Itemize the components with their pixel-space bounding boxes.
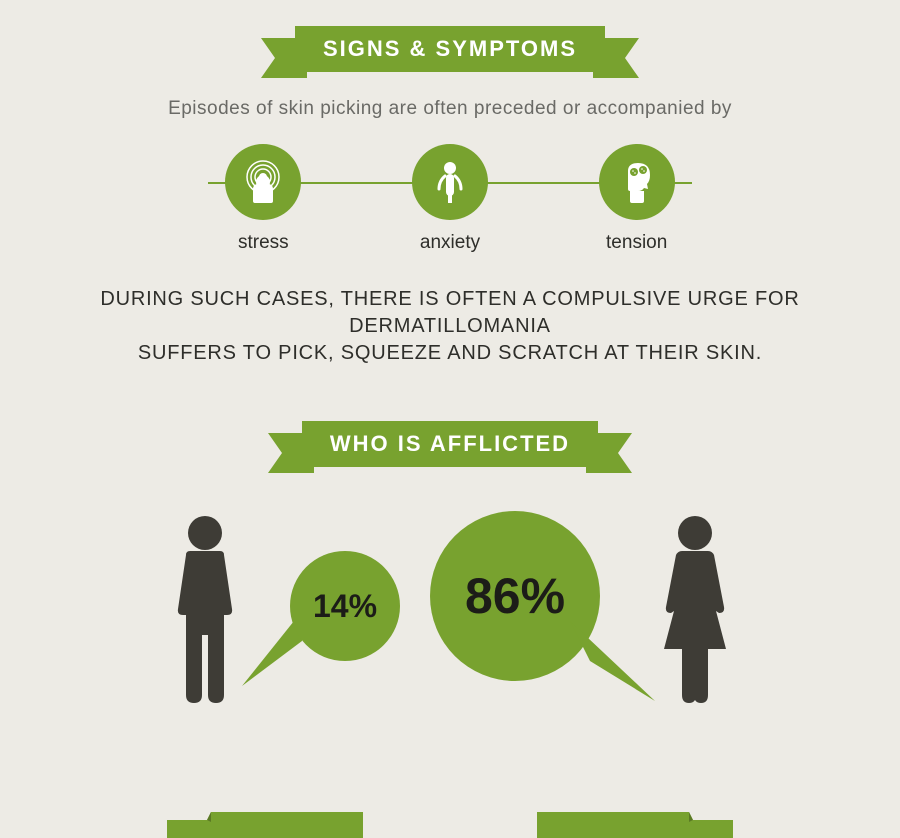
section1-description: During such cases, there is often a comp… [90,286,810,367]
stress-icon [225,144,301,220]
male-stat-bubble: 14% [290,551,400,661]
description-line2: suffers to pick, squeeze and scratch at … [138,342,762,364]
female-percent: 86% [465,567,565,625]
anxiety-icon [412,144,488,220]
afflicted-row: 14% 86% [70,511,830,711]
anxiety-label: anxiety [420,232,480,254]
symptom-stress: stress [170,144,357,254]
symptom-row: stress anxiety tension [170,144,730,254]
tension-label: tension [606,232,667,254]
tension-icon [599,144,675,220]
female-icon [650,511,740,711]
ribbon-title: SIGNS & SYMPTOMS [295,26,605,72]
symptom-anxiety: anxiety [357,144,544,254]
female-group: 86% [430,511,740,711]
ribbon-who-afflicted: WHO IS AFFLICTED [0,415,900,473]
description-line1: During such cases, there is often a comp… [100,288,799,337]
ribbon-signs-symptoms: SIGNS & SYMPTOMS [0,20,900,78]
female-pointer [570,621,660,711]
bottom-ribbons [0,808,900,838]
bottom-ribbon-right [533,808,733,838]
male-percent: 14% [313,588,377,625]
section1-subtitle: Episodes of skin picking are often prece… [0,98,900,120]
symptom-tension: tension [543,144,730,254]
ribbon-title-2: WHO IS AFFLICTED [302,421,598,467]
stress-label: stress [238,232,289,254]
male-group: 14% [160,511,400,711]
bottom-ribbon-left [167,808,367,838]
male-icon [160,511,250,711]
